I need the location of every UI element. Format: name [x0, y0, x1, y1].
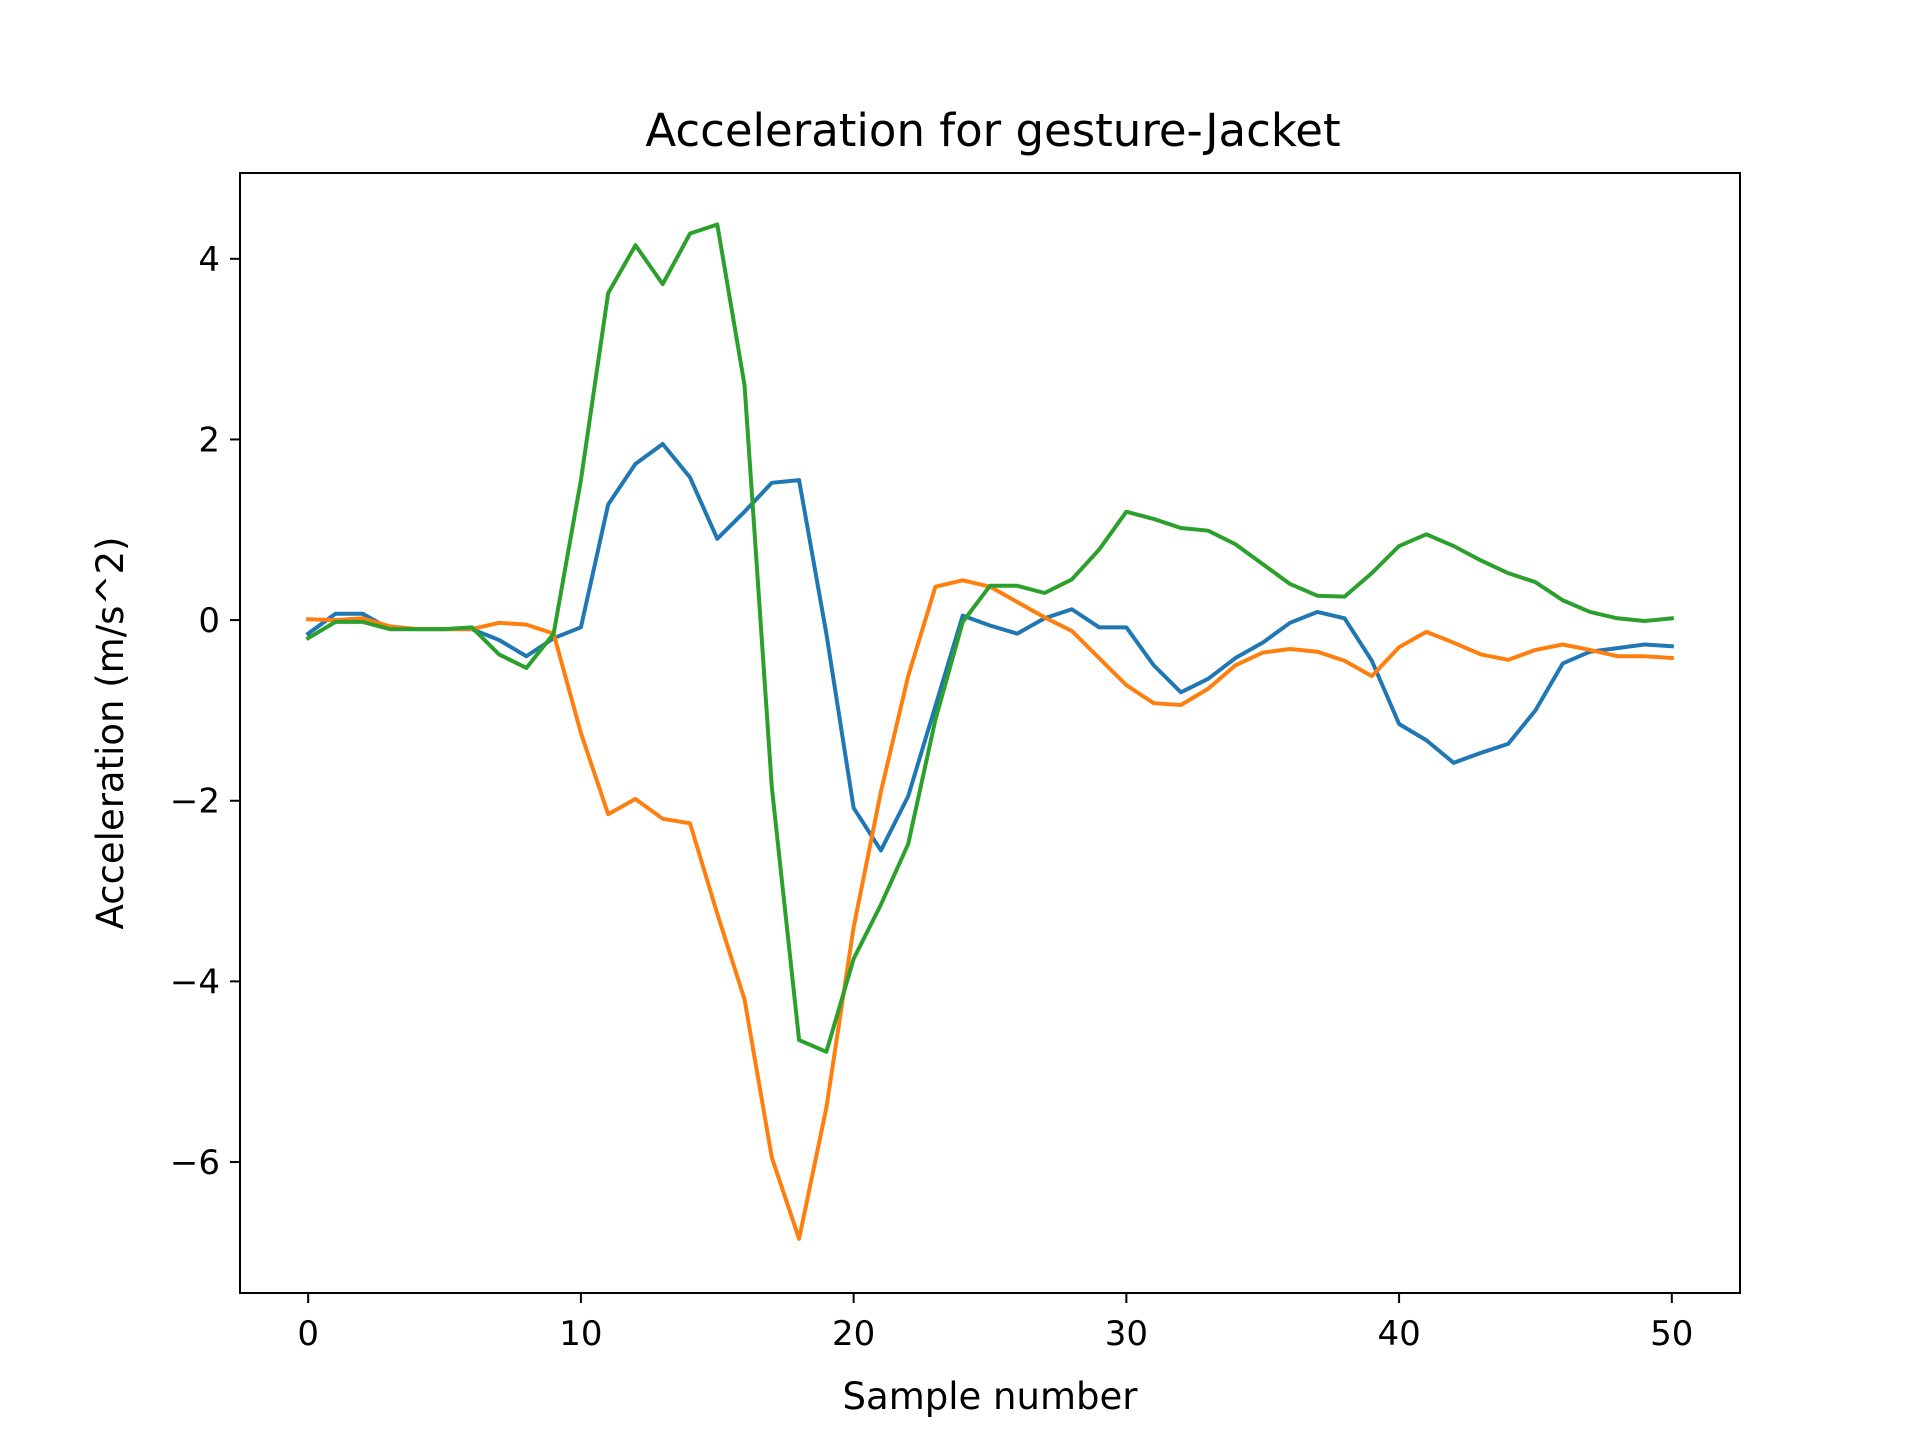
x-tick-label: 20: [832, 1314, 875, 1354]
series-layer: [305, 222, 1675, 1241]
y-axis-label: Acceleration (m/s^2): [89, 537, 132, 930]
x-tick-label: 40: [1377, 1314, 1420, 1354]
x-tick-label: 10: [559, 1314, 602, 1354]
y-tick-label: −2: [170, 782, 220, 822]
y-tick-label: −4: [170, 962, 220, 1002]
series-line-3: [305, 222, 1675, 1054]
x-tick-label: 30: [1105, 1314, 1148, 1354]
x-axis-label: Sample number: [843, 1375, 1139, 1418]
x-axis: 0 10 20 30 40 50: [297, 1293, 1693, 1354]
x-tick-label: 50: [1650, 1314, 1693, 1354]
plot-frame: [239, 172, 1741, 1294]
series-line-1: [305, 441, 1674, 853]
y-axis: −6 −4 −2 0 2 4: [170, 240, 240, 1183]
y-tick-label: 0: [198, 601, 220, 641]
x-tick-label: 0: [297, 1314, 319, 1354]
chart-title: Acceleration for gesture-Jacket: [645, 104, 1340, 157]
y-tick-label: −6: [170, 1143, 220, 1183]
y-tick-label: 2: [198, 420, 220, 460]
y-tick-label: 4: [198, 240, 220, 280]
